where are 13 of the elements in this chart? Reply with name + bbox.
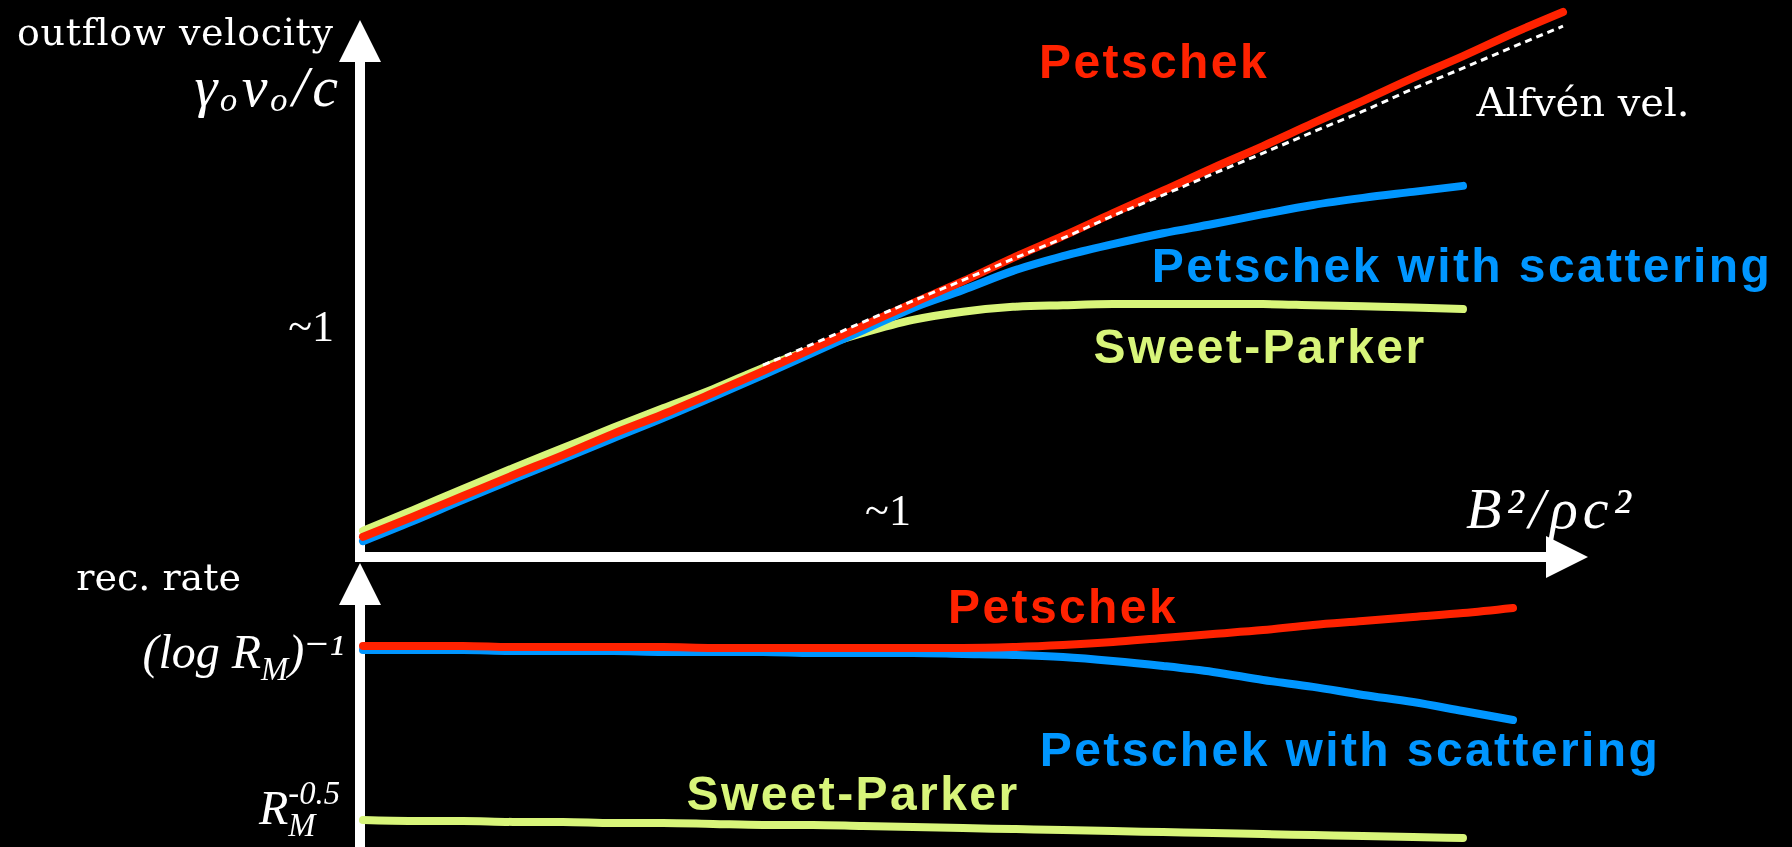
series-label: Petschek [1039,35,1269,88]
y-axis-title: outflow velocity γₒvₒ/c [17,10,342,119]
series-label: Alfvén vel. [1475,79,1690,125]
series-label: Petschek [948,580,1178,633]
y-axis-title: rec. rate [76,555,241,599]
series-label: Sweet-Parker [1093,320,1427,373]
annotation: ~1 [865,486,911,535]
text: ~1 [288,302,334,351]
series-label: Petschek with scattering [1039,723,1661,776]
series-label: Petschek with scattering [1151,239,1773,292]
annotation: (log R$_{M}$)⁻¹ [142,625,344,687]
series-label: Sweet-Parker [686,767,1020,820]
x-axis-title: B²/ρc² [1466,476,1636,541]
